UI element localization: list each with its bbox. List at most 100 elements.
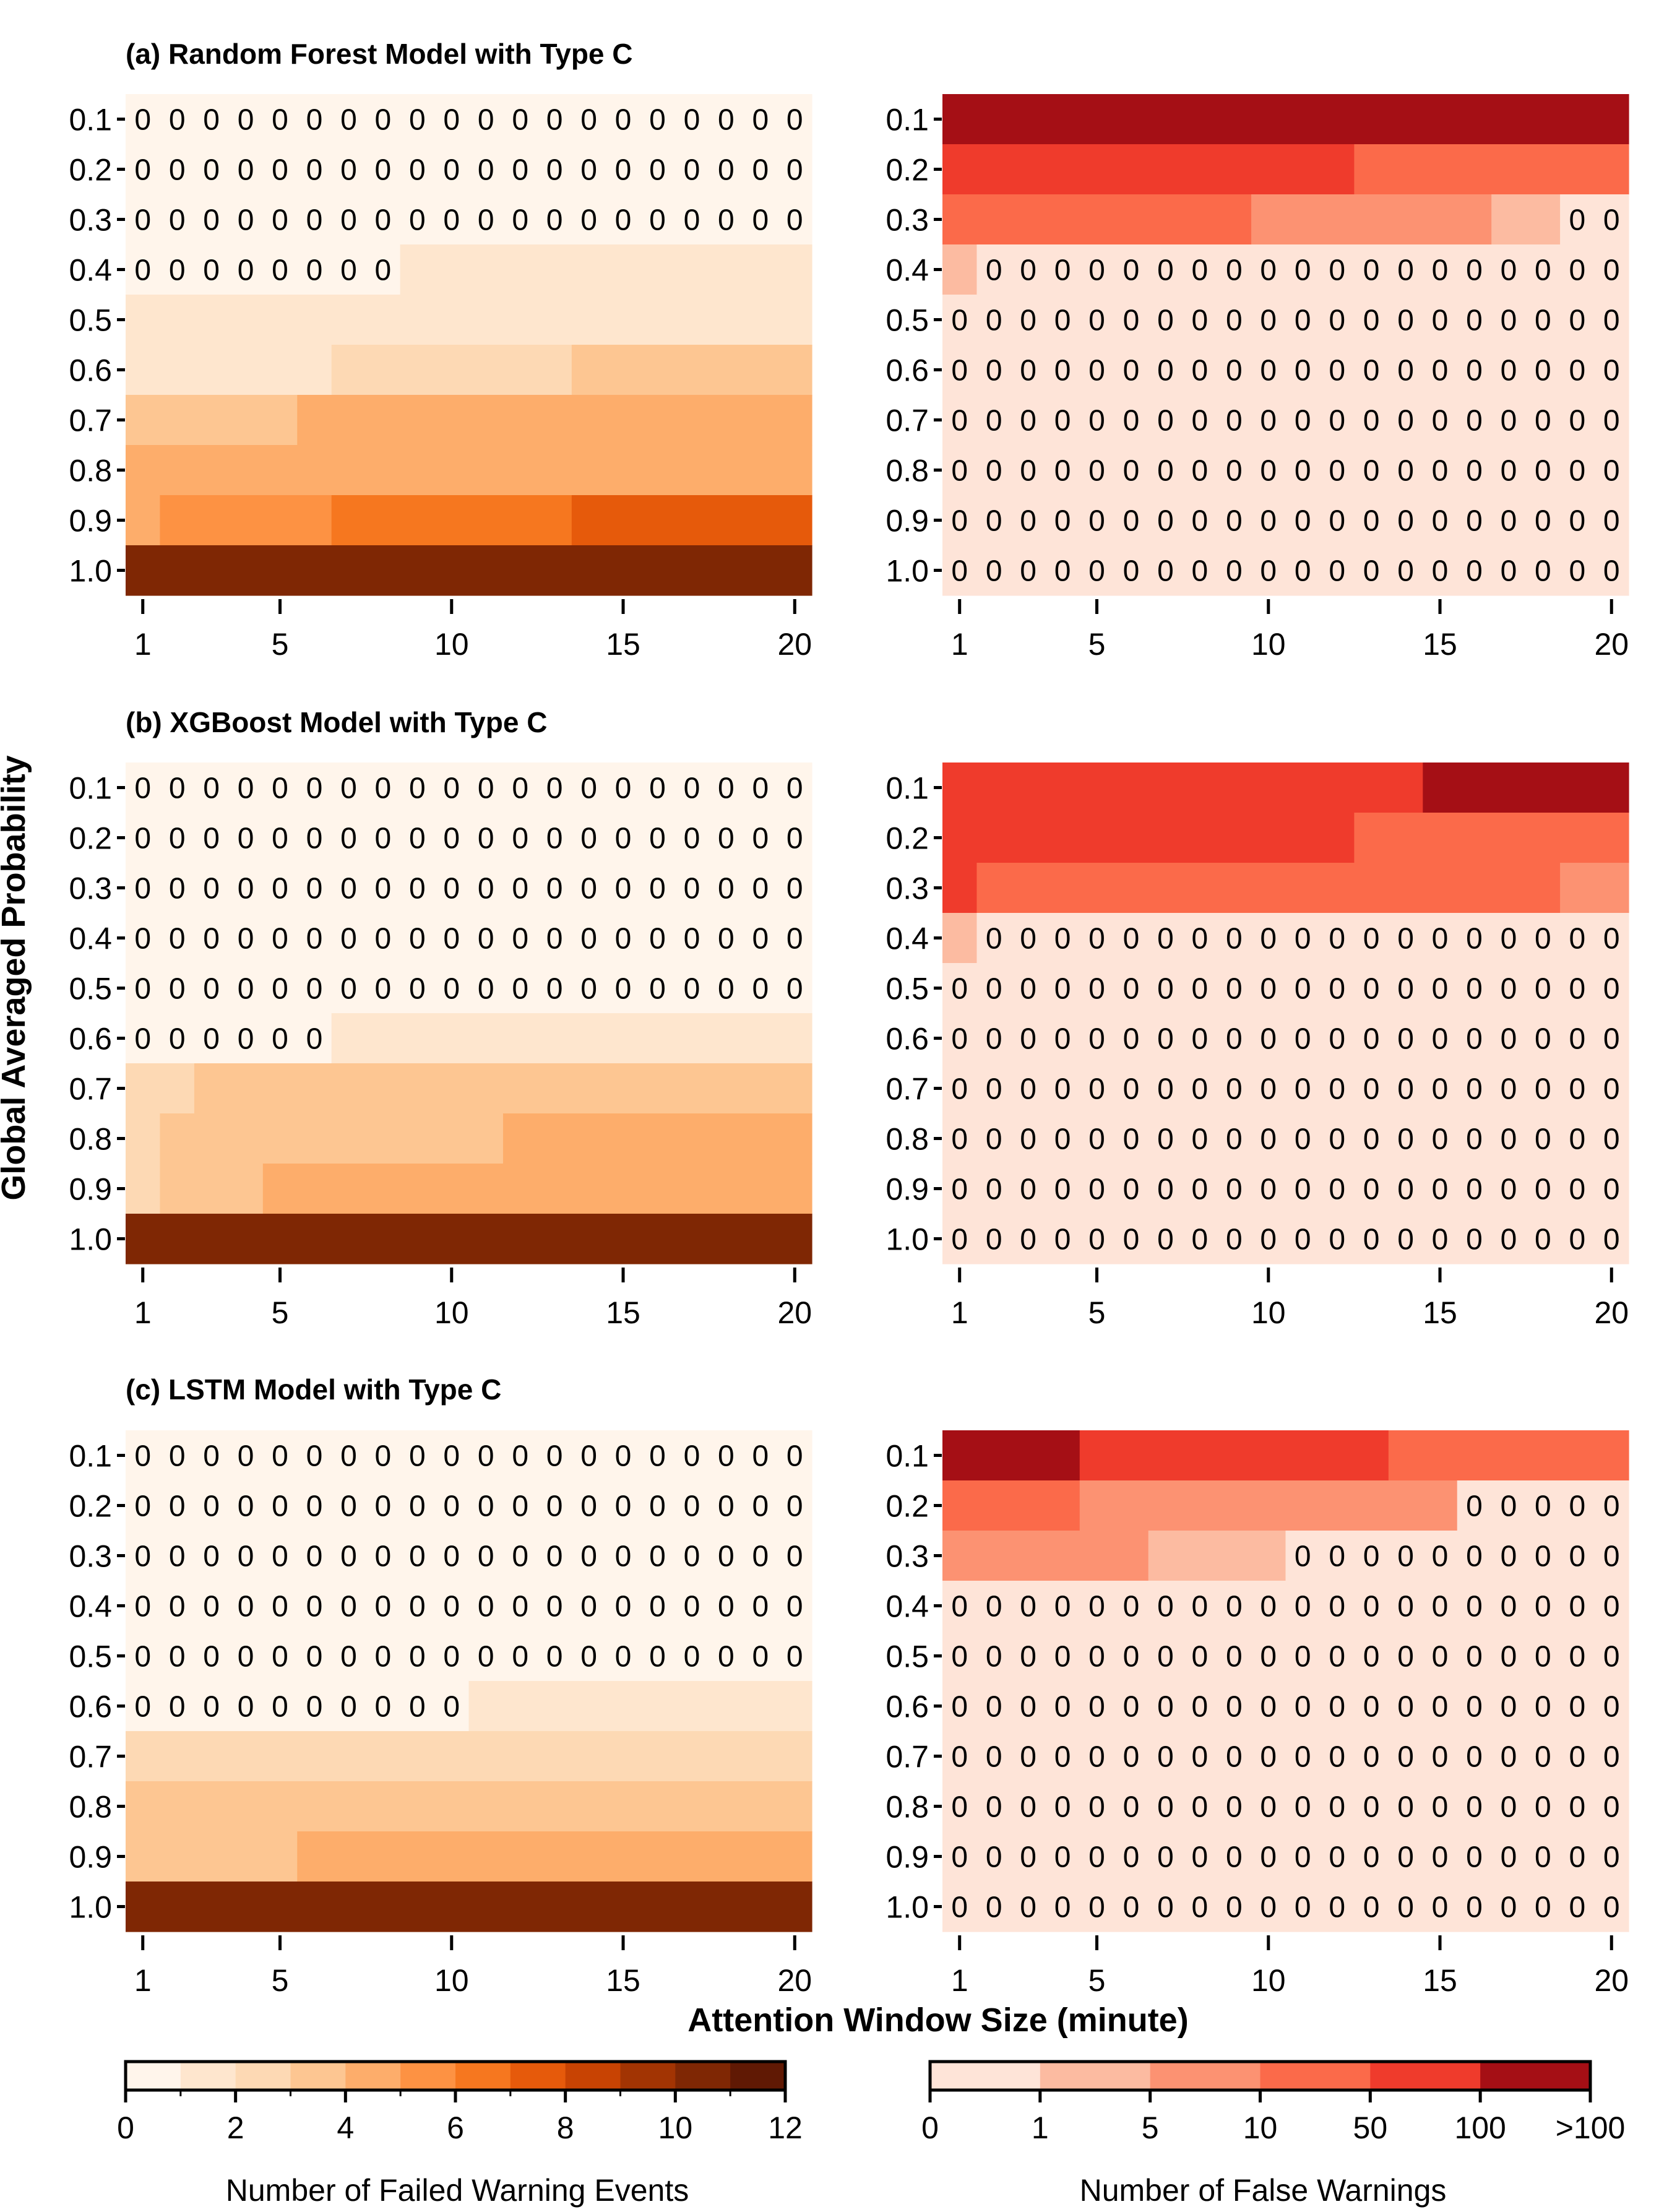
zero-label: 0 [684,823,700,855]
zero-label: 0 [306,1641,323,1674]
zero-label: 0 [306,823,323,855]
zero-label: 0 [1260,1691,1277,1724]
zero-label: 0 [134,973,151,1006]
y-tick-label-p1-left-8: 0.9 [69,1172,112,1207]
zero-label: 0 [986,355,1002,387]
zero-label: 0 [1603,1023,1620,1056]
cell-p2-right-r9-s0 [942,1881,1629,1932]
zero-label: 0 [306,1540,323,1573]
zero-label: 0 [1226,1224,1243,1256]
zero-label: 0 [1535,1224,1551,1256]
cell-p0-right-r3-s1 [976,244,1629,295]
zero-label: 0 [512,1440,528,1473]
panel-a-title: (a) Random Forest Model with Type C [126,38,633,70]
cell-p1-left-r4-s0 [126,963,812,1014]
cell-p0-left-r5-s1 [331,345,572,395]
zero-label: 0 [752,104,769,137]
zero-label: 0 [1397,355,1414,387]
zero-label: 0 [1054,1791,1071,1824]
y-tick-label-p0-right-7: 0.8 [886,454,929,488]
y-tick-label-p2-right-0: 0.1 [886,1439,929,1474]
zero-label: 0 [1329,505,1345,538]
zero-label: 0 [1535,973,1551,1006]
zero-label: 0 [1432,1073,1449,1106]
zero-label: 0 [986,254,1002,287]
cell-p1-right-r2-s1 [976,863,1561,914]
zero-label: 0 [443,1540,460,1573]
zero-label: 0 [951,1073,968,1106]
zero-label: 0 [1260,455,1277,488]
zero-label: 0 [409,1540,426,1573]
zero-label: 0 [718,204,735,237]
y-tick-label-p2-right-1: 0.2 [886,1489,929,1524]
heatmap-false-b: 0 0 0 0 0 0 0 0 0 0 0 0 0 0 0 0 0 0 00 0 0 0 0 0 0 0 0 0 0 0 0 0 0 0 0 0 0 00… [886,763,1629,1330]
zero-label: 0 [272,1490,288,1523]
zero-label: 0 [649,923,666,956]
zero-label: 0 [1123,405,1140,438]
zero-label: 0 [203,1490,220,1523]
zero-label: 0 [1432,1891,1449,1924]
zero-label: 0 [718,1490,735,1523]
zero-label: 0 [478,1591,494,1623]
zero-label: 0 [375,973,392,1006]
cell-p0-left-r3-s0 [126,244,401,295]
zero-label: 0 [1054,973,1071,1006]
zero-label: 0 [238,1641,254,1674]
zero-label: 0 [1397,923,1414,956]
zero-label: 0 [1192,405,1209,438]
zero-label: 0 [1226,254,1243,287]
zero-label: 0 [1157,455,1174,488]
zero-label: 0 [1123,1641,1140,1674]
zero-label: 0 [649,823,666,855]
y-tick-label-p2-right-8: 0.9 [886,1840,929,1875]
zero-label: 0 [203,1591,220,1623]
zero-label: 0 [1397,1791,1414,1824]
zero-label: 0 [1569,305,1585,337]
zero-label: 0 [306,923,323,956]
zero-label: 0 [1192,923,1209,956]
zero-label: 0 [1466,405,1483,438]
y-tick-label-p0-right-6: 0.7 [886,404,929,438]
zero-label: 0 [478,1641,494,1674]
y-tick-label-p2-left-0: 0.1 [69,1439,112,1474]
zero-label: 0 [1329,1641,1345,1674]
zero-label: 0 [1569,1841,1585,1874]
zero-label: 0 [272,772,288,805]
zero-label: 0 [1466,1691,1483,1724]
zero-label: 0 [1535,1591,1551,1623]
zero-label: 0 [512,772,528,805]
zero-label: 0 [951,1741,968,1774]
cb-failed-tick-label-0: 0 [117,2110,134,2145]
zero-label: 0 [684,1641,700,1674]
zero-label: 0 [1088,973,1105,1006]
cell-p1-left-r8-s1 [160,1164,264,1214]
cell-p1-left-r6-s0 [126,1063,195,1114]
y-tick-label-p0-right-4: 0.5 [886,303,929,338]
zero-label: 0 [1157,1224,1174,1256]
y-tick-label-p0-right-9: 1.0 [886,554,929,589]
zero-label: 0 [306,1023,323,1056]
zero-label: 0 [1123,1073,1140,1106]
zero-label: 0 [1329,1224,1345,1256]
zero-label: 0 [1432,1123,1449,1156]
zero-label: 0 [203,254,220,287]
zero-label: 0 [306,1440,323,1473]
x-tick-label-p0-right-1: 5 [1088,627,1106,662]
zero-label: 0 [580,873,597,905]
zero-label: 0 [986,973,1002,1006]
zero-label: 0 [1363,405,1380,438]
zero-label: 0 [718,1540,735,1573]
zero-label: 0 [443,1490,460,1523]
zero-label: 0 [684,104,700,137]
zero-label: 0 [1295,505,1311,538]
cell-p2-right-r0-s1 [1079,1430,1389,1481]
zero-label: 0 [512,1490,528,1523]
zero-label: 0 [546,154,563,187]
y-tick-label-p0-left-1: 0.2 [69,153,112,188]
cell-p0-left-r1-s0 [126,144,812,195]
zero-label: 0 [786,1641,803,1674]
zero-label: 0 [1501,1023,1517,1056]
cell-p2-left-r4-s0 [126,1631,812,1682]
zero-label: 0 [1020,254,1036,287]
